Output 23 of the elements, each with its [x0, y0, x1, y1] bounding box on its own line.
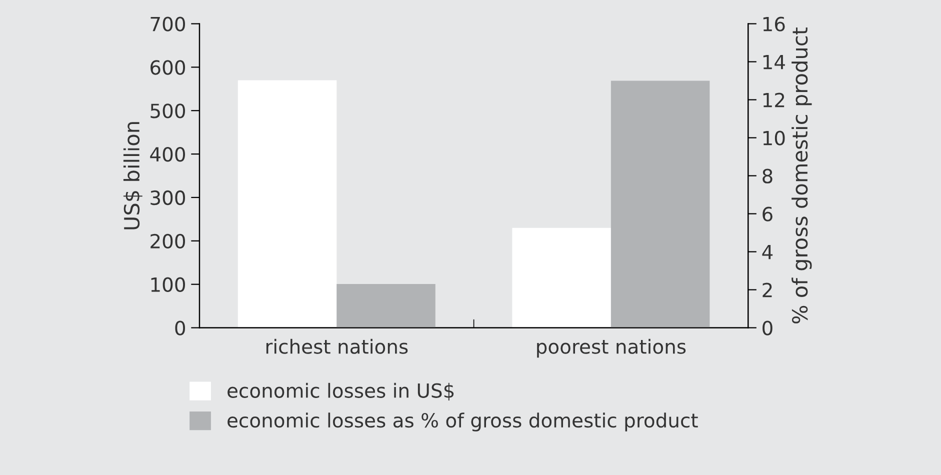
y2-tick-label: 4: [762, 244, 773, 260]
y-tick-label: 200: [150, 234, 186, 249]
y-tick-label: 700: [150, 16, 186, 32]
x-tick-label: richest nations: [266, 338, 408, 354]
y-axis-title: US$ billion: [123, 122, 142, 230]
y2-tick-label: 2: [762, 282, 772, 298]
y-tick-label: 0: [175, 320, 186, 336]
y2-tick-label: 14: [763, 54, 785, 70]
y2-tick-label: 10: [763, 130, 785, 146]
y2-tick-label: 12: [763, 92, 784, 108]
y-tick-label: 600: [150, 60, 186, 75]
y2-tick-label: 6: [762, 206, 772, 222]
y-tick-label: 500: [150, 104, 186, 118]
y2-axis-title: % of gross domestic product: [792, 27, 812, 324]
y2-tick-label: 16: [763, 16, 785, 32]
x-tick-label: poorest nations: [537, 338, 686, 358]
legend-label: economic losses in US$: [228, 382, 454, 401]
y2-tick-label: 8: [762, 168, 772, 184]
y-tick-label: 100: [151, 277, 186, 292]
legend-label: economic losses as % of gross domestic product: [228, 412, 698, 432]
y-tick-label: 300: [150, 190, 186, 206]
y2-tick-label: 0: [762, 320, 772, 336]
y-tick-label: 400: [150, 146, 186, 162]
